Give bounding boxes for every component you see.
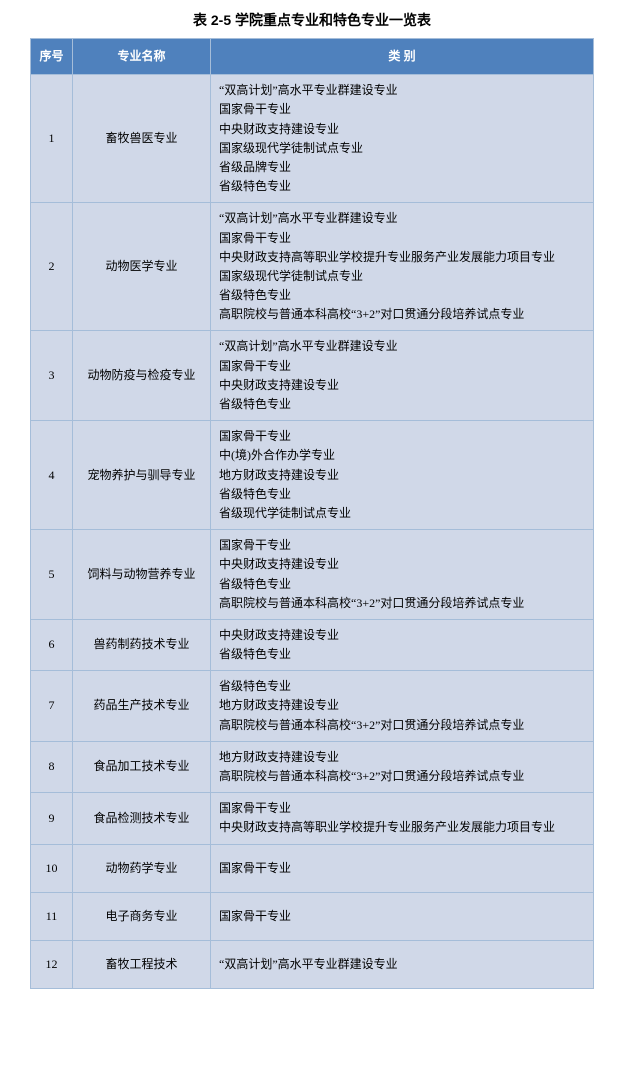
- category-item: 中央财政支持建设专业: [219, 555, 585, 574]
- table-row: 12畜牧工程技术 “双高计划”高水平专业群建设专业: [31, 940, 594, 988]
- cell-categories: “双高计划”高水平专业群建设专业: [211, 940, 594, 988]
- table-row: 1畜牧兽医专业“双高计划”高水平专业群建设专业国家骨干专业中央财政支持建设专业国…: [31, 75, 594, 203]
- cell-index: 11: [31, 892, 73, 940]
- cell-index: 3: [31, 331, 73, 421]
- cell-categories: 国家骨干专业中央财政支持建设专业省级特色专业高职院校与普通本科高校“3+2”对口…: [211, 530, 594, 620]
- category-item: 中央财政支持建设专业: [219, 626, 585, 645]
- cell-index: 9: [31, 793, 73, 844]
- cell-index: 2: [31, 203, 73, 331]
- category-item: “双高计划”高水平专业群建设专业: [219, 81, 585, 100]
- cell-categories: “双高计划”高水平专业群建设专业国家骨干专业中央财政支持建设专业省级特色专业: [211, 331, 594, 421]
- category-item: 省级特色专业: [219, 395, 585, 414]
- cell-categories: 中央财政支持建设专业省级特色专业: [211, 619, 594, 670]
- header-index: 序号: [31, 39, 73, 75]
- category-item: 国家级现代学徒制试点专业: [219, 267, 585, 286]
- cell-major: 食品加工技术专业: [73, 741, 211, 792]
- cell-major: 动物防疫与检疫专业: [73, 331, 211, 421]
- table-row: 4宠物养护与驯导专业国家骨干专业中(境)外合作办学专业地方财政支持建设专业省级特…: [31, 421, 594, 530]
- table-row: 2动物医学专业“双高计划”高水平专业群建设专业国家骨干专业中央财政支持高等职业学…: [31, 203, 594, 331]
- category-item: 高职院校与普通本科高校“3+2”对口贯通分段培养试点专业: [219, 594, 585, 613]
- category-item: 地方财政支持建设专业: [219, 696, 585, 715]
- cell-index: 6: [31, 619, 73, 670]
- category-item: “双高计划”高水平专业群建设专业: [219, 955, 585, 974]
- table-row: 8食品加工技术专业地方财政支持建设专业高职院校与普通本科高校“3+2”对口贯通分…: [31, 741, 594, 792]
- cell-categories: 国家骨干专业中(境)外合作办学专业地方财政支持建设专业省级特色专业省级现代学徒制…: [211, 421, 594, 530]
- category-item: 地方财政支持建设专业: [219, 466, 585, 485]
- category-item: 高职院校与普通本科高校“3+2”对口贯通分段培养试点专业: [219, 716, 585, 735]
- category-item: 省级特色专业: [219, 286, 585, 305]
- category-item: 省级特色专业: [219, 575, 585, 594]
- category-item: 国家骨干专业: [219, 799, 585, 818]
- cell-categories: “双高计划”高水平专业群建设专业国家骨干专业中央财政支持建设专业国家级现代学徒制…: [211, 75, 594, 203]
- table-row: 11电子商务专业国家骨干专业: [31, 892, 594, 940]
- category-item: 省级品牌专业: [219, 158, 585, 177]
- category-item: 高职院校与普通本科高校“3+2”对口贯通分段培养试点专业: [219, 767, 585, 786]
- category-item: 高职院校与普通本科高校“3+2”对口贯通分段培养试点专业: [219, 305, 585, 324]
- category-item: 国家骨干专业: [219, 229, 585, 248]
- category-item: 中央财政支持建设专业: [219, 376, 585, 395]
- category-item: 国家骨干专业: [219, 357, 585, 376]
- cell-major: 宠物养护与驯导专业: [73, 421, 211, 530]
- category-item: 地方财政支持建设专业: [219, 748, 585, 767]
- category-item: 国家级现代学徒制试点专业: [219, 139, 585, 158]
- cell-major: 饲料与动物营养专业: [73, 530, 211, 620]
- cell-categories: 地方财政支持建设专业高职院校与普通本科高校“3+2”对口贯通分段培养试点专业: [211, 741, 594, 792]
- table-row: 10动物药学专业国家骨干专业: [31, 844, 594, 892]
- cell-categories: 国家骨干专业: [211, 844, 594, 892]
- category-item: 国家骨干专业: [219, 859, 585, 878]
- cell-index: 5: [31, 530, 73, 620]
- cell-major: 动物医学专业: [73, 203, 211, 331]
- category-item: 国家骨干专业: [219, 100, 585, 119]
- cell-major: 动物药学专业: [73, 844, 211, 892]
- category-item: 国家骨干专业: [219, 536, 585, 555]
- cell-major: 食品检测技术专业: [73, 793, 211, 844]
- category-item: 省级特色专业: [219, 177, 585, 196]
- cell-categories: 国家骨干专业: [211, 892, 594, 940]
- category-item: 中央财政支持建设专业: [219, 120, 585, 139]
- category-item: 中央财政支持高等职业学校提升专业服务产业发展能力项目专业: [219, 248, 585, 267]
- cell-index: 4: [31, 421, 73, 530]
- cell-major: 畜牧工程技术: [73, 940, 211, 988]
- category-item: 国家骨干专业: [219, 427, 585, 446]
- cell-index: 12: [31, 940, 73, 988]
- cell-major: 畜牧兽医专业: [73, 75, 211, 203]
- cell-categories: 省级特色专业地方财政支持建设专业高职院校与普通本科高校“3+2”对口贯通分段培养…: [211, 671, 594, 742]
- cell-major: 兽药制药技术专业: [73, 619, 211, 670]
- header-major: 专业名称: [73, 39, 211, 75]
- table-header-row: 序号 专业名称 类 别: [31, 39, 594, 75]
- category-item: 中央财政支持高等职业学校提升专业服务产业发展能力项目专业: [219, 818, 585, 837]
- category-item: 省级特色专业: [219, 645, 585, 664]
- cell-categories: “双高计划”高水平专业群建设专业国家骨干专业中央财政支持高等职业学校提升专业服务…: [211, 203, 594, 331]
- category-item: 省级特色专业: [219, 677, 585, 696]
- table-row: 3动物防疫与检疫专业“双高计划”高水平专业群建设专业国家骨干专业中央财政支持建设…: [31, 331, 594, 421]
- category-item: 省级特色专业: [219, 485, 585, 504]
- cell-index: 8: [31, 741, 73, 792]
- cell-major: 药品生产技术专业: [73, 671, 211, 742]
- cell-categories: 国家骨干专业中央财政支持高等职业学校提升专业服务产业发展能力项目专业: [211, 793, 594, 844]
- cell-index: 7: [31, 671, 73, 742]
- cell-major: 电子商务专业: [73, 892, 211, 940]
- majors-table: 序号 专业名称 类 别 1畜牧兽医专业“双高计划”高水平专业群建设专业国家骨干专…: [30, 38, 594, 989]
- table-row: 9食品检测技术专业国家骨干专业中央财政支持高等职业学校提升专业服务产业发展能力项…: [31, 793, 594, 844]
- cell-index: 10: [31, 844, 73, 892]
- category-item: “双高计划”高水平专业群建设专业: [219, 337, 585, 356]
- header-category: 类 别: [211, 39, 594, 75]
- table-row: 6兽药制药技术专业中央财政支持建设专业省级特色专业: [31, 619, 594, 670]
- category-item: 国家骨干专业: [219, 907, 585, 926]
- category-item: “双高计划”高水平专业群建设专业: [219, 209, 585, 228]
- table-title: 表 2-5 学院重点专业和特色专业一览表: [30, 10, 594, 30]
- cell-index: 1: [31, 75, 73, 203]
- table-row: 7药品生产技术专业省级特色专业地方财政支持建设专业高职院校与普通本科高校“3+2…: [31, 671, 594, 742]
- category-item: 中(境)外合作办学专业: [219, 446, 585, 465]
- category-item: 省级现代学徒制试点专业: [219, 504, 585, 523]
- table-row: 5饲料与动物营养专业国家骨干专业中央财政支持建设专业省级特色专业高职院校与普通本…: [31, 530, 594, 620]
